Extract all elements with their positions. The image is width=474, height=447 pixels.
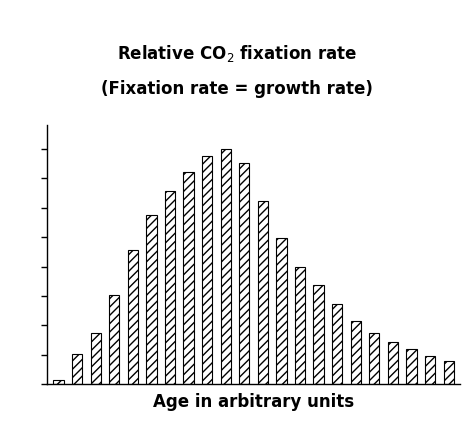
Bar bbox=[444, 361, 454, 384]
Bar bbox=[258, 201, 268, 384]
Bar bbox=[369, 333, 380, 384]
X-axis label: Age in arbitrary units: Age in arbitrary units bbox=[153, 393, 354, 411]
Bar bbox=[220, 149, 231, 384]
Bar bbox=[332, 304, 342, 384]
Bar bbox=[202, 156, 212, 384]
Bar bbox=[109, 295, 119, 384]
Bar bbox=[183, 172, 194, 384]
Text: (Fixation rate = growth rate): (Fixation rate = growth rate) bbox=[101, 80, 373, 98]
Bar bbox=[276, 238, 287, 384]
Bar bbox=[295, 266, 305, 384]
Text: Relative CO$_2$ fixation rate: Relative CO$_2$ fixation rate bbox=[117, 43, 357, 64]
Bar bbox=[425, 356, 435, 384]
Bar bbox=[165, 191, 175, 384]
Bar bbox=[146, 215, 156, 384]
Bar bbox=[91, 333, 101, 384]
Bar bbox=[313, 286, 324, 384]
Bar bbox=[406, 349, 417, 384]
Bar bbox=[54, 380, 64, 384]
Bar bbox=[239, 163, 249, 384]
Bar bbox=[388, 342, 398, 384]
Bar bbox=[72, 354, 82, 384]
Bar bbox=[128, 250, 138, 384]
Bar bbox=[351, 321, 361, 384]
